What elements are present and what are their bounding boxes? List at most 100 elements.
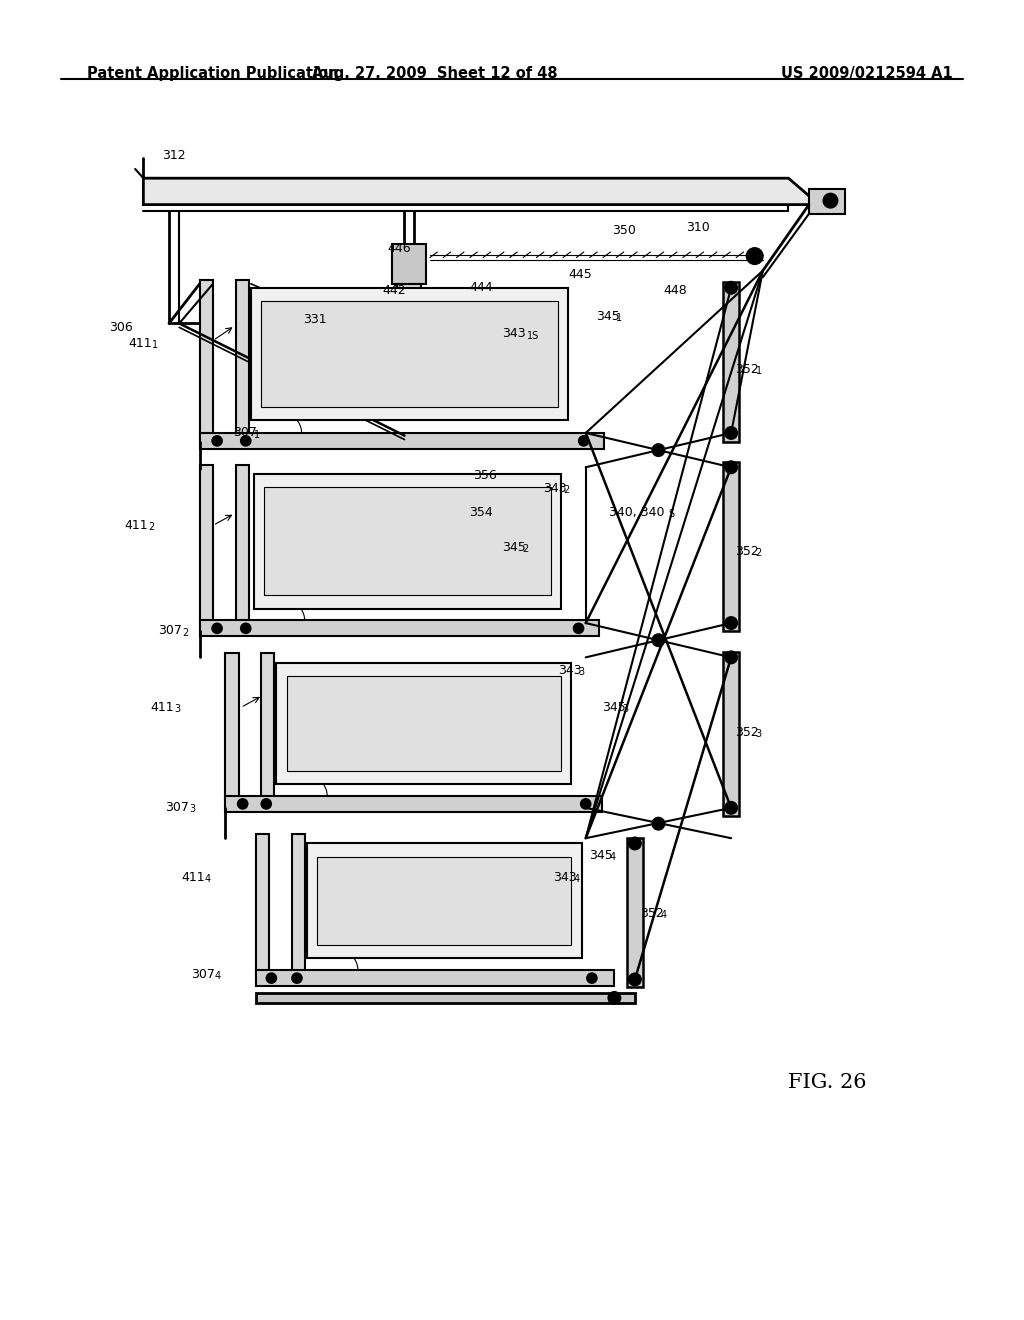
Text: 352: 352 [640,907,664,920]
Circle shape [212,623,222,634]
Circle shape [725,651,737,664]
Polygon shape [292,834,305,974]
Polygon shape [261,653,274,800]
Text: 343: 343 [502,327,525,341]
Circle shape [652,444,665,457]
Text: 1: 1 [254,429,260,440]
Circle shape [579,436,589,446]
Polygon shape [307,843,582,958]
Circle shape [241,436,251,446]
Text: 444: 444 [469,281,493,294]
Polygon shape [200,280,213,442]
Text: 2: 2 [182,627,188,638]
Text: 411: 411 [181,871,205,884]
Text: 1: 1 [616,313,623,323]
Text: 4: 4 [609,851,615,862]
Polygon shape [261,301,558,407]
Circle shape [725,461,737,474]
Text: 2: 2 [563,484,569,495]
Text: 411: 411 [151,701,174,714]
Circle shape [629,837,641,850]
Text: 4: 4 [215,970,221,981]
Polygon shape [809,189,845,214]
Text: 307: 307 [191,968,215,981]
Circle shape [261,799,271,809]
Text: 343: 343 [553,871,577,884]
Text: 312: 312 [162,149,185,162]
Polygon shape [200,433,604,449]
Polygon shape [236,465,249,624]
Circle shape [241,623,251,634]
Circle shape [292,973,302,983]
Polygon shape [236,280,249,442]
Polygon shape [256,834,269,974]
Text: 307: 307 [159,624,182,638]
Text: 446: 446 [387,242,411,255]
Circle shape [652,634,665,647]
Text: 3: 3 [756,729,762,739]
Circle shape [238,799,248,809]
Text: S: S [669,508,675,519]
Text: 3: 3 [189,804,196,814]
Text: Patent Application Publication: Patent Application Publication [87,66,339,82]
Text: 442: 442 [382,284,406,297]
Text: US 2009/0212594 A1: US 2009/0212594 A1 [780,66,952,82]
Text: 1: 1 [756,366,762,376]
Polygon shape [264,487,551,595]
Text: 445: 445 [568,268,592,281]
Polygon shape [256,970,614,986]
Text: 4: 4 [205,874,211,884]
Circle shape [629,973,641,986]
Text: 2: 2 [756,548,762,558]
Polygon shape [397,310,418,333]
Text: 2: 2 [148,521,155,532]
Circle shape [652,817,665,830]
Text: 352: 352 [735,545,759,558]
Circle shape [725,281,737,294]
Text: 345: 345 [502,541,525,554]
Polygon shape [200,620,599,636]
Circle shape [608,991,621,1005]
Text: 411: 411 [125,519,148,532]
Text: 354: 354 [469,506,493,519]
Text: 356: 356 [473,469,497,482]
Polygon shape [276,663,571,784]
Text: 310: 310 [686,220,710,234]
Polygon shape [397,284,421,310]
Circle shape [581,799,591,809]
Text: 345: 345 [589,849,612,862]
Text: 343: 343 [543,482,566,495]
Text: 307: 307 [166,801,189,814]
Text: FIG. 26: FIG. 26 [788,1073,866,1092]
Text: 1: 1 [152,339,158,350]
Polygon shape [287,676,561,771]
Text: 3: 3 [579,667,585,677]
Text: 307: 307 [233,426,257,440]
Text: 2: 2 [522,544,528,554]
Text: 345: 345 [596,310,620,323]
Polygon shape [254,474,561,609]
Text: 3: 3 [623,704,629,714]
Circle shape [746,248,763,264]
Polygon shape [317,857,571,945]
Circle shape [212,436,222,446]
Circle shape [725,616,737,630]
Text: 3: 3 [174,704,180,714]
Text: 352: 352 [735,363,759,376]
Polygon shape [225,796,602,812]
Circle shape [266,973,276,983]
Text: 340, 340: 340, 340 [609,506,665,519]
Text: 4: 4 [573,874,580,884]
Polygon shape [251,288,568,420]
Polygon shape [723,282,739,442]
Polygon shape [256,993,635,1003]
Polygon shape [392,244,426,284]
Circle shape [573,623,584,634]
Polygon shape [143,178,819,205]
Text: 345: 345 [602,701,626,714]
Polygon shape [225,653,239,800]
Text: 331: 331 [303,313,327,326]
Text: 352: 352 [735,726,759,739]
Text: 1S: 1S [527,330,540,341]
Text: 350: 350 [612,224,636,238]
